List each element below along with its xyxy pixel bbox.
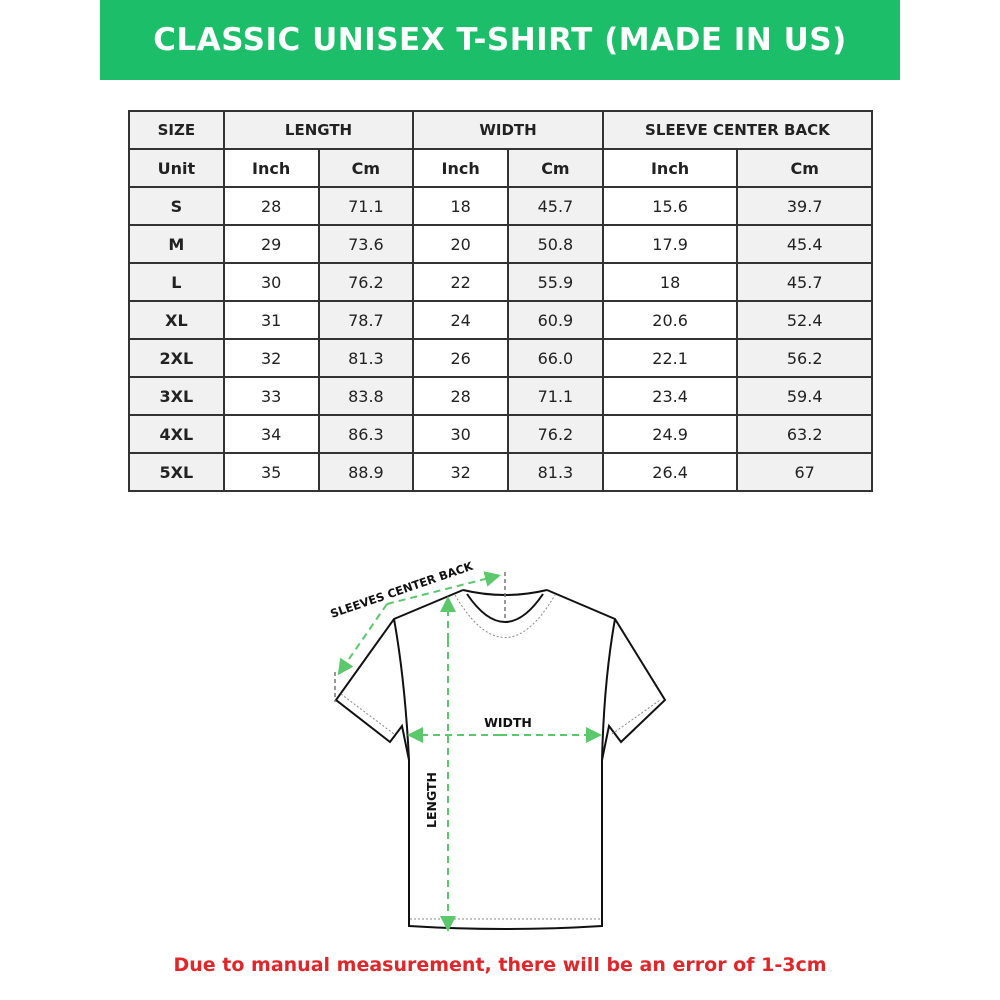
value-cell: 88.9 [317,452,415,492]
value-cell: 23.4 [601,376,739,416]
value-cell: 52.4 [736,300,873,340]
unit-cell: Cm [317,148,415,188]
unit-cell: Unit [128,148,225,188]
header-row: SIZE LENGTH WIDTH SLEEVE CENTER BACK [128,110,874,150]
size-cell: XL [128,300,225,340]
size-cell: S [128,186,225,226]
table-row: S 28 71.1 18 45.7 15.6 39.7 [128,186,873,226]
header-sleeve: SLEEVE CENTER BACK [601,110,874,150]
value-cell: 45.4 [736,224,873,264]
value-cell: 60.9 [507,300,604,340]
sleeve-label: SLEEVES CENTER BACK [328,558,475,620]
value-cell: 17.9 [601,224,739,264]
value-cell: 71.1 [507,376,604,416]
table-row: 4XL 34 86.3 30 76.2 24.9 63.2 [128,414,873,454]
table-row: L 30 76.2 22 55.9 18 45.7 [128,262,873,302]
unit-cell: Inch [601,148,739,188]
table-row: 5XL 35 88.9 32 81.3 26.4 67 [128,452,873,492]
value-cell: 86.3 [317,414,415,454]
value-cell: 81.3 [507,452,604,492]
table-row: XL 31 78.7 24 60.9 20.6 52.4 [128,300,873,340]
value-cell: 22.1 [601,338,739,378]
measurement-note: Due to manual measurement, there will be… [173,954,827,976]
size-table: SIZE LENGTH WIDTH SLEEVE CENTER BACK Uni… [128,110,874,492]
value-cell: 45.7 [507,186,604,226]
value-cell: 33 [222,376,320,416]
table-row: 2XL 32 81.3 26 66.0 22.1 56.2 [128,338,873,378]
size-cell: M [128,224,225,264]
tshirt-outline [334,589,667,930]
size-cell: 5XL [128,452,225,492]
value-cell: 67 [736,452,873,492]
table-row: M 29 73.6 20 50.8 17.9 45.4 [128,224,873,264]
value-cell: 45.7 [736,262,873,302]
value-cell: 76.2 [507,414,604,454]
width-label: WIDTH [484,715,532,730]
value-cell: 24.9 [601,414,739,454]
value-cell: 63.2 [736,414,873,454]
value-cell: 56.2 [736,338,873,378]
value-cell: 30 [222,262,320,302]
size-cell: 4XL [128,414,225,454]
value-cell: 29 [222,224,320,264]
value-cell: 35 [222,452,320,492]
value-cell: 59.4 [736,376,873,416]
unit-row: Unit Inch Cm Inch Cm Inch Cm [128,148,873,188]
size-cell: 2XL [128,338,225,378]
value-cell: 66.0 [507,338,604,378]
value-cell: 22 [412,262,510,302]
value-cell: 71.1 [317,186,415,226]
value-cell: 31 [222,300,320,340]
unit-cell: Inch [222,148,320,188]
value-cell: 73.6 [317,224,415,264]
length-label: LENGTH [424,772,439,828]
value-cell: 15.6 [601,186,739,226]
value-cell: 24 [412,300,510,340]
value-cell: 55.9 [507,262,604,302]
value-cell: 32 [222,338,320,378]
unit-cell: Cm [736,148,873,188]
sleeve-arrow [386,571,501,605]
size-cell: 3XL [128,376,225,416]
value-cell: 39.7 [736,186,873,226]
value-cell: 81.3 [317,338,415,378]
value-cell: 20.6 [601,300,739,340]
value-cell: 50.8 [507,224,604,264]
value-cell: 18 [412,186,510,226]
value-cell: 34 [222,414,320,454]
value-cell: 83.8 [317,376,415,416]
value-cell: 32 [412,452,510,492]
value-cell: 78.7 [317,300,415,340]
header-width: WIDTH [412,110,604,150]
value-cell: 26 [412,338,510,378]
value-cell: 20 [412,224,510,264]
measure-arrows [337,571,602,932]
value-cell: 28 [222,186,320,226]
header-size: SIZE [128,110,225,150]
size-cell: L [128,262,225,302]
header-length: LENGTH [222,110,415,150]
unit-cell: Cm [507,148,604,188]
value-cell: 28 [412,376,510,416]
value-cell: 18 [601,262,739,302]
unit-cell: Inch [412,148,510,188]
value-cell: 26.4 [601,452,739,492]
title-banner: CLASSIC UNISEX T-SHIRT (MADE IN US) [100,0,900,80]
value-cell: 76.2 [317,262,415,302]
value-cell: 30 [412,414,510,454]
table-row: 3XL 33 83.8 28 71.1 23.4 59.4 [128,376,873,416]
